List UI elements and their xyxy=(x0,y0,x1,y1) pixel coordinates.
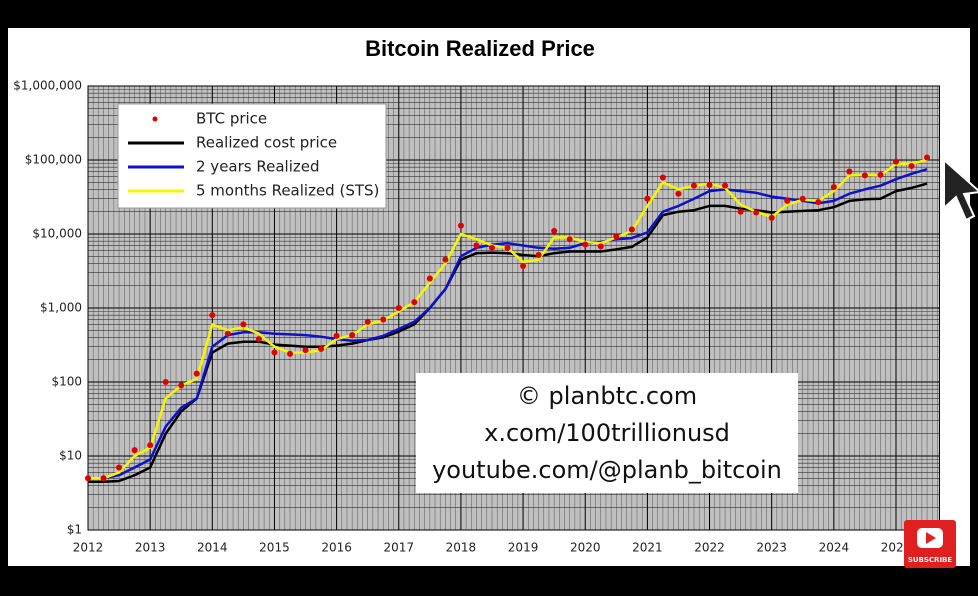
price-dot xyxy=(799,195,806,202)
price-dot xyxy=(473,242,480,249)
price-dot xyxy=(690,182,697,189)
subscribe-button[interactable]: SUBSCRIBE xyxy=(904,520,956,568)
x-tick-label: 2019 xyxy=(508,541,539,555)
price-dot xyxy=(100,475,107,482)
price-dot xyxy=(768,214,775,221)
price-dot xyxy=(318,345,325,352)
price-dot xyxy=(597,243,604,250)
price-dot xyxy=(722,182,729,189)
price-dot xyxy=(147,442,154,449)
price-dot xyxy=(551,227,558,234)
price-dot xyxy=(784,197,791,204)
price-dot xyxy=(271,349,278,356)
legend-swatch xyxy=(152,116,158,122)
y-tick-label: $1,000,000 xyxy=(13,79,82,93)
x-tick-label: 2013 xyxy=(135,541,166,555)
annotation-box: © planbtc.com x.com/100trillionusd youtube… xyxy=(416,373,798,493)
price-dot xyxy=(240,321,247,328)
x-tick-label: 2022 xyxy=(694,541,725,555)
price-dot xyxy=(85,475,91,482)
price-dot xyxy=(908,162,915,169)
price-dot xyxy=(457,222,464,229)
legend-label: 2 years Realized xyxy=(196,158,320,176)
play-icon xyxy=(926,532,936,544)
y-tick-label: $10 xyxy=(59,449,82,463)
chart-title: Bitcoin Realized Price xyxy=(365,36,595,61)
x-tick-label: 2014 xyxy=(197,541,228,555)
y-tick-label: $1,000 xyxy=(40,301,82,315)
price-dot xyxy=(364,318,371,325)
price-dot xyxy=(924,154,931,161)
price-dot xyxy=(582,241,589,248)
price-dot xyxy=(520,262,527,269)
price-dot xyxy=(846,168,853,175)
x-tick-label: 2024 xyxy=(819,541,850,555)
price-dot xyxy=(706,181,713,188)
price-dot xyxy=(209,312,216,319)
y-tick-label: $10,000 xyxy=(32,227,82,241)
price-dot xyxy=(302,347,309,354)
price-dot xyxy=(892,158,899,165)
x-tick-label: 2012 xyxy=(73,541,104,555)
price-dot xyxy=(193,370,200,377)
annotation-bg xyxy=(416,373,798,493)
y-tick-label: $100 xyxy=(51,375,82,389)
x-tick-label: 2021 xyxy=(632,541,663,555)
price-dot xyxy=(613,233,620,240)
annotation-line: x.com/100trillionusd xyxy=(484,419,730,447)
price-dot xyxy=(753,209,760,216)
legend-label: 5 months Realized (STS) xyxy=(196,182,379,200)
price-dot xyxy=(411,299,418,306)
subscribe-label[interactable]: SUBSCRIBE xyxy=(908,556,953,564)
x-tick-label: 2017 xyxy=(383,541,414,555)
price-dot xyxy=(628,226,635,233)
price-dot xyxy=(644,195,651,202)
price-dot xyxy=(131,447,138,454)
price-dot xyxy=(333,332,340,339)
x-tick-label: 2025 xyxy=(881,541,912,555)
price-dot xyxy=(116,464,123,471)
price-dot xyxy=(535,252,542,259)
price-dot xyxy=(877,171,884,178)
price-dot xyxy=(286,350,293,357)
y-tick-label: $1 xyxy=(67,523,82,537)
price-dot xyxy=(566,236,573,243)
annotation-line: © planbtc.com xyxy=(517,382,697,410)
price-dot xyxy=(504,244,511,251)
price-dot xyxy=(737,208,744,215)
price-dot xyxy=(380,316,387,323)
price-dot xyxy=(224,330,231,337)
price-dot xyxy=(861,172,868,179)
x-tick-label: 2018 xyxy=(446,541,477,555)
x-tick-label: 2020 xyxy=(570,541,601,555)
price-dot xyxy=(442,256,449,263)
x-tick-label: 2015 xyxy=(259,541,290,555)
price-dot xyxy=(815,199,822,206)
price-dot xyxy=(349,332,356,339)
price-dot xyxy=(255,336,262,343)
price-dot xyxy=(178,382,185,389)
price-dot xyxy=(830,184,837,191)
y-tick-label: $100,000 xyxy=(25,153,82,167)
mouse-cursor xyxy=(943,157,978,222)
x-tick-label: 2023 xyxy=(756,541,787,555)
legend-label: BTC price xyxy=(196,110,267,128)
price-dot xyxy=(426,275,433,282)
series-line xyxy=(88,182,928,483)
legend-label: Realized cost price xyxy=(196,134,337,152)
price-dot xyxy=(488,244,495,251)
price-dot xyxy=(395,305,402,311)
annotation-line: youtube.com/@planb_bitcoin xyxy=(432,456,782,484)
plot-border xyxy=(87,85,940,531)
price-dot xyxy=(162,379,169,385)
x-tick-label: 2016 xyxy=(321,541,352,555)
price-dot xyxy=(659,174,666,181)
price-dot xyxy=(675,190,682,197)
legend: BTC price Realized cost price 2 years Real… xyxy=(117,103,387,209)
